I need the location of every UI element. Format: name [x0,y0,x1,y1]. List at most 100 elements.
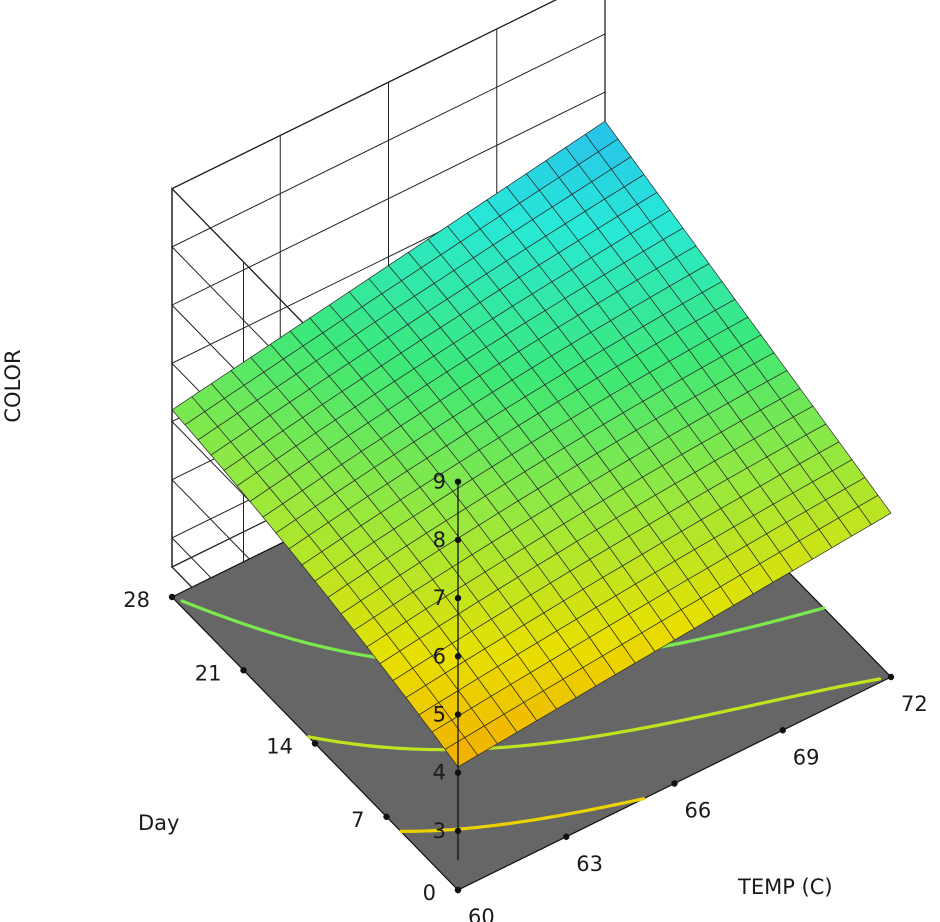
contour-segment [564,737,580,743]
response-surface [171,120,892,768]
contour-segment [801,609,815,616]
contour-segment [213,612,226,619]
contour-segment [312,643,328,650]
temp-tick-label: 69 [793,745,820,769]
z-tick-label: 8 [433,528,446,552]
temp-tick [454,886,462,894]
contour-segment [511,819,526,825]
contour-segment [833,683,848,690]
temp-tick-label: 72 [901,692,928,716]
z-tick-label: 9 [433,470,446,494]
contour-segment [844,681,859,687]
z-tick-label: 4 [433,761,446,785]
contour-segment [799,690,815,697]
axes: 3 4 5 6 7 8 9 0 7 14 21 28 60 63 66 69 72 [123,470,927,922]
contour-segment [722,707,735,714]
contour-segment [758,620,773,627]
day-tick-label: 14 [266,735,293,759]
contour-segment [736,625,751,632]
day-tick-label: 0 [423,881,436,905]
contour-segment [733,705,748,711]
contour-segment [644,723,660,730]
contour-segment [635,797,646,802]
contour-segment [323,738,339,744]
contour-segment [576,736,585,741]
day-tick [168,593,176,601]
temp-tick [779,727,786,734]
contour-segment [811,606,826,613]
contour-segment [821,686,833,692]
contour-segment [254,626,269,634]
contour-segment [383,745,399,750]
contour-segment [273,632,280,637]
contour-segment [613,800,628,807]
surface-patch [444,737,479,768]
contour-segment [327,646,341,653]
contour-segment [233,619,247,626]
day-tick-label: 7 [351,808,364,832]
contour-segment [580,807,595,814]
contour-segment [300,640,314,646]
contour-segment [540,740,556,746]
contour-segment [866,677,882,683]
contour-segment [599,732,612,738]
z-tick [454,594,462,602]
contour-segment [344,650,354,655]
contour-segment [354,742,368,748]
contour-segment [755,700,768,706]
contour-segment [291,637,304,644]
contour-segment [350,651,364,657]
z-tick [454,653,462,660]
contour-segment [309,642,316,647]
contour-segment [180,599,194,607]
contour-segment [656,721,671,727]
contour-segment [201,607,215,615]
contour-segment [670,640,686,647]
contour-segment [693,636,708,642]
contour-segment [522,817,538,823]
temp-tick [671,780,678,787]
contour-segment [221,615,236,623]
z-tick-label: 5 [433,703,446,727]
contour-segment [678,716,693,723]
contour-segment [790,614,797,619]
contour-segment [766,697,781,704]
contour-segment [591,805,606,811]
temp-tick [887,673,895,681]
contour-segment [769,617,784,624]
contour-segment [369,744,383,749]
contour-segment [602,803,613,809]
contour-segment [276,633,292,640]
contour-segment [534,816,550,822]
contour-segment [667,719,682,725]
x-axis-title: TEMP (C) [737,875,833,899]
contour-segment [633,727,641,732]
day-tick-label: 28 [123,588,150,612]
temp-tick-label: 63 [576,852,603,876]
z-tick-label: 3 [433,819,446,843]
contour-segment [491,745,508,750]
contour-segment [516,743,532,748]
contour-segment [545,815,553,820]
contour-segment [338,740,353,746]
contour-segment [475,824,491,830]
contour-segment [704,633,719,640]
contour-segment [744,702,759,709]
temp-tick [563,833,570,840]
z-tick-label: 7 [433,586,446,610]
contour-level [399,797,646,833]
contour-segment [689,714,702,721]
z-tick-label: 6 [433,644,446,668]
contour-segment [726,628,741,635]
temp-tick-label: 60 [468,905,495,922]
contour-segment [700,712,715,718]
contour-segment [711,709,726,716]
contour-level [306,677,882,752]
contour-segment [777,695,792,702]
day-tick [311,740,319,747]
z-tick [454,827,462,835]
contour-segment [360,653,367,658]
temp-tick-label: 66 [685,799,712,823]
contour-segment [499,821,515,827]
